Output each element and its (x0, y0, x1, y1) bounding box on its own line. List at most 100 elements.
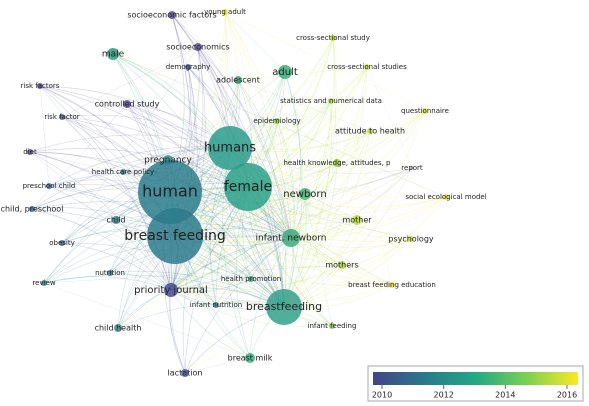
edge (112, 53, 447, 198)
node (168, 11, 176, 19)
node-label: epidemiology (253, 117, 300, 125)
edge (290, 100, 332, 239)
edge (332, 37, 338, 164)
edge (170, 37, 334, 291)
node-label: mothers (325, 261, 358, 270)
edge (170, 162, 338, 291)
edge (43, 282, 251, 359)
edge (43, 186, 249, 284)
edge (290, 110, 426, 239)
node (37, 83, 43, 89)
node (29, 206, 35, 212)
node (330, 35, 336, 41)
edge (115, 219, 285, 308)
node-label: female (224, 179, 272, 195)
edge (237, 66, 368, 81)
edge (169, 191, 447, 216)
edge (61, 242, 172, 291)
edge (276, 120, 296, 308)
legend-ticks: 2010 2012 2014 2016 (372, 385, 577, 400)
edge (112, 53, 285, 308)
edge (61, 46, 199, 118)
node-label: child (107, 216, 126, 225)
node-label: diet (23, 148, 37, 156)
node-label: breast feeding (124, 228, 225, 244)
edge (283, 167, 413, 308)
edge (237, 79, 371, 132)
edge (117, 302, 285, 329)
edge (170, 289, 333, 328)
edge (229, 110, 426, 151)
edge (61, 46, 199, 244)
nodes (27, 9, 449, 377)
node-label: socioeconomics (166, 43, 229, 52)
node (46, 183, 52, 189)
edge (170, 278, 252, 293)
edge (170, 289, 285, 308)
edge (170, 120, 278, 291)
edge (170, 66, 368, 291)
node-label: child health (95, 324, 142, 333)
node-label: infant, newborn (256, 234, 327, 244)
edge (170, 167, 413, 291)
node-label: health care policy (92, 168, 154, 176)
edge (290, 167, 413, 239)
node-label: child, preschool (1, 205, 64, 214)
node-label: young adult (204, 8, 246, 16)
edge (250, 100, 332, 280)
node (120, 169, 126, 175)
node-label: breastfeeding (246, 300, 322, 313)
node (338, 261, 346, 269)
edge (43, 147, 231, 284)
node-label: review (32, 279, 55, 287)
node (328, 98, 334, 104)
edge (222, 147, 251, 359)
edge (184, 237, 292, 374)
edge (174, 37, 334, 237)
edge (122, 120, 278, 173)
edge (283, 162, 338, 308)
edge (276, 120, 295, 239)
edge (29, 148, 249, 188)
node-label: mother (342, 216, 372, 225)
legend-gradient (373, 372, 578, 385)
node-label: socioeconomic factors (127, 11, 216, 20)
legend-tick-label: 2016 (557, 391, 577, 400)
node-label: human (142, 182, 198, 201)
edge (31, 103, 128, 210)
edge (169, 191, 333, 327)
edge (39, 85, 231, 149)
node-label: male (102, 50, 125, 60)
edge (43, 264, 343, 284)
node-label: infant feeding (308, 322, 357, 330)
edge (290, 237, 393, 286)
edge (29, 151, 412, 240)
node (278, 65, 292, 79)
edge (48, 185, 172, 291)
node-label: breast feeding education (348, 281, 436, 289)
edge (171, 14, 189, 68)
node-label: questionnaire (401, 107, 449, 115)
edge (332, 37, 393, 286)
edge (283, 100, 333, 308)
edge (31, 208, 252, 280)
color-legend: 2010 2012 2014 2016 (367, 365, 584, 402)
edge (224, 11, 426, 112)
node (333, 159, 341, 167)
node-label: statistics and numerical data (280, 97, 382, 105)
node (222, 9, 228, 15)
edge (170, 193, 306, 291)
edge (290, 37, 335, 239)
node (234, 76, 242, 84)
edge (115, 214, 292, 239)
edge (283, 66, 368, 308)
node (138, 160, 202, 224)
node (112, 216, 120, 224)
edge (197, 46, 292, 239)
node (364, 64, 370, 70)
edge (174, 235, 412, 256)
node (59, 240, 65, 246)
node-label: report (401, 164, 423, 172)
edge (290, 130, 371, 239)
